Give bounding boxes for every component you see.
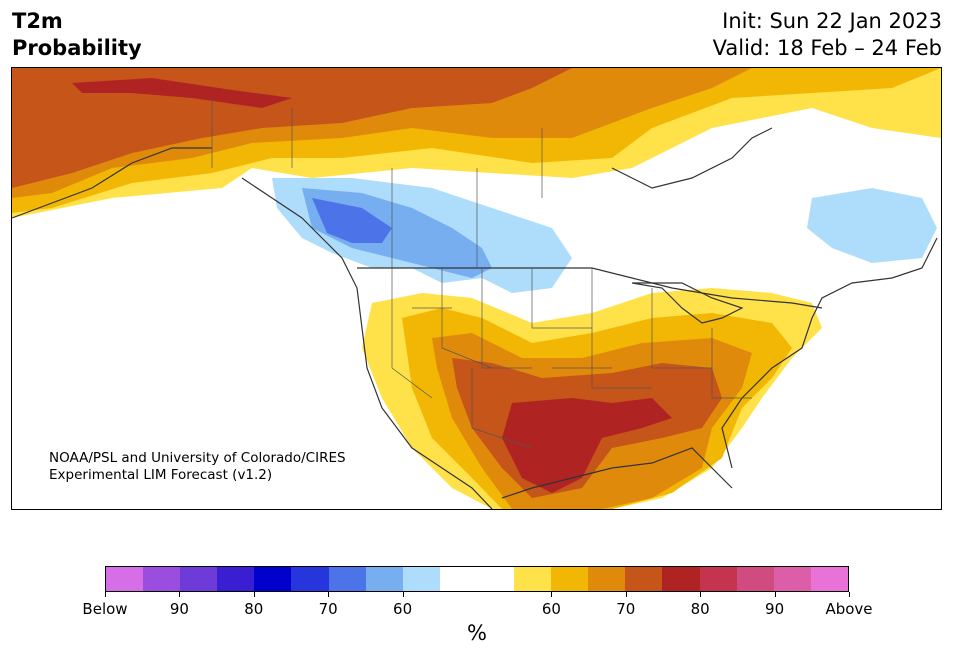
colorbar-segment-17 [736, 567, 774, 591]
colorbar-segment-15 [662, 567, 700, 591]
colorbar-tick [402, 592, 404, 597]
colorbar-segment-5 [291, 567, 329, 591]
credit-line-1: NOAA/PSL and University of Colorado/CIRE… [49, 450, 346, 466]
colorbar-segment-10 [476, 567, 515, 591]
colorbar-segment-13 [588, 567, 626, 591]
colorbar-segment-16 [699, 567, 737, 591]
west-cold-80 [312, 198, 392, 243]
warm-anomaly-south [362, 288, 822, 509]
colorbar-segment-18 [773, 567, 811, 591]
forecast-dates: Init: Sun 22 Jan 2023 Valid: 18 Feb – 24… [713, 8, 942, 62]
colorbar-segment-12 [551, 567, 589, 591]
state-borders [211, 98, 752, 449]
colorbar-segment-8 [402, 567, 440, 591]
hudson-bay-coast [611, 127, 773, 189]
colorbar-segment-11 [514, 567, 552, 591]
init-date: Init: Sun 22 Jan 2023 [722, 9, 942, 33]
data-credit: NOAA/PSL and University of Colorado/CIRE… [49, 450, 346, 484]
colorbar-segment-19 [810, 567, 848, 591]
gulf-coast [501, 447, 733, 499]
cold-anomaly-west [272, 178, 572, 293]
colorbar-tick-label: 90 [765, 600, 785, 618]
forecast-map [11, 67, 942, 510]
colorbar-segment-7 [365, 567, 403, 591]
north-band-top [72, 78, 292, 108]
title-line-1: T2m [12, 9, 63, 33]
colorbar-segment-9 [439, 567, 477, 591]
colorbar-unit: % [467, 621, 487, 645]
colorbar-segment-3 [217, 567, 255, 591]
north-band-90 [12, 68, 572, 188]
colorbar-tick-label: 60 [393, 600, 413, 618]
east-cold-60 [807, 188, 937, 263]
colorbar-segment-14 [625, 567, 663, 591]
probability-colorbar [105, 566, 849, 592]
colorbar-segment-0 [106, 567, 144, 591]
great-lakes [631, 282, 744, 324]
colorbar-tick-label: 80 [244, 600, 264, 618]
west-coast [241, 177, 493, 509]
colorbar-segment-1 [143, 567, 181, 591]
colorbar-tick [700, 592, 702, 597]
title-line-2: Probability [12, 36, 142, 60]
east-coast [721, 237, 938, 469]
colorbar-tick-label: 80 [690, 600, 710, 618]
colorbar-tick-label: Above [825, 600, 873, 618]
colorbar-tick [551, 592, 553, 597]
valid-dates: Valid: 18 Feb – 24 Feb [712, 36, 942, 60]
colorbar-tick [328, 592, 330, 597]
colorbar-segment-4 [254, 567, 292, 591]
colorbar-tick [849, 592, 850, 597]
map-canvas [12, 68, 941, 509]
colorbar-tick [253, 592, 255, 597]
colorbar-tick [774, 592, 776, 597]
colorbar-tick-label: 70 [318, 600, 338, 618]
colorbar-segment-6 [328, 567, 366, 591]
colorbar-tick [625, 592, 627, 597]
colorbar-tick-label: 70 [616, 600, 636, 618]
warm-anomaly-north [12, 68, 941, 218]
south-band-top [502, 398, 672, 493]
colorbar-segment-2 [180, 567, 218, 591]
credit-line-2: Experimental LIM Forecast (v1.2) [49, 467, 273, 483]
map-title: T2m Probability [12, 8, 142, 62]
colorbar-tick [179, 592, 181, 597]
colorbar-tick-label: 60 [541, 600, 561, 618]
alaska-coast [12, 147, 212, 219]
colorbar-tick-label: Below [82, 600, 128, 618]
colorbar-tick [105, 592, 106, 597]
us-canada-border [357, 267, 823, 309]
colorbar-tick-label: 90 [169, 600, 189, 618]
coastlines [12, 127, 938, 509]
